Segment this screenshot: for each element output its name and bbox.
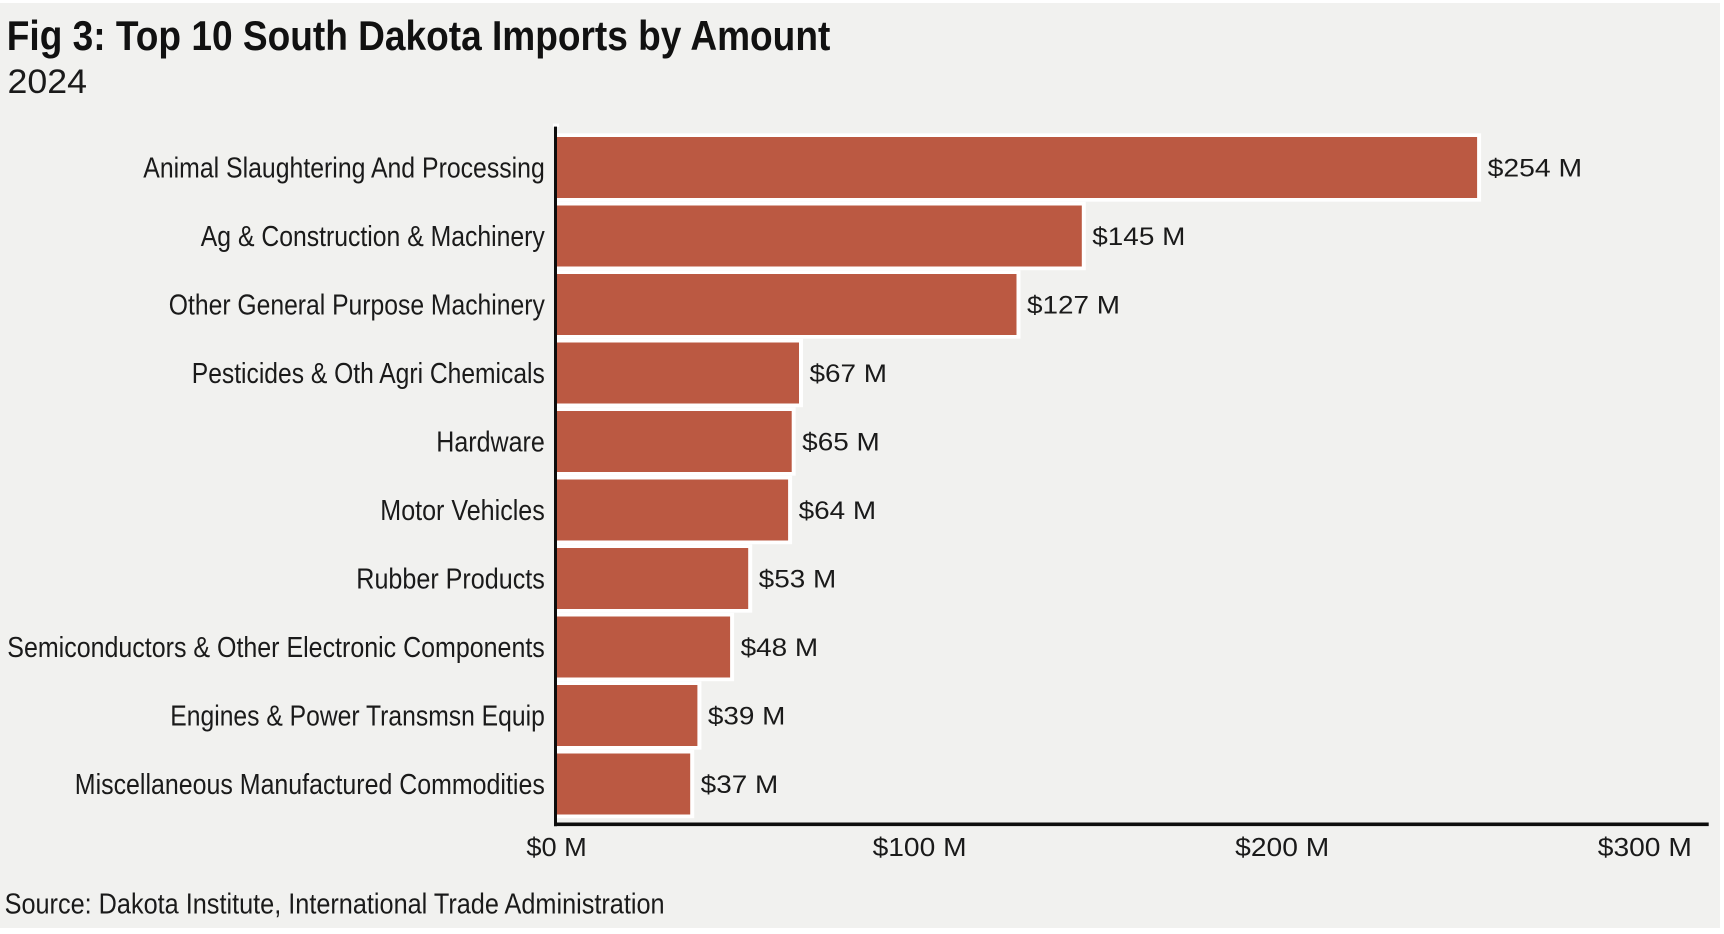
svg-text:Fig 3: Top 10 South Dakota Imp: Fig 3: Top 10 South Dakota Imports by Am… [7,12,831,59]
svg-text:$39 M: $39 M [708,703,786,731]
svg-text:$65 M: $65 M [802,429,880,457]
svg-text:$127 M: $127 M [1027,292,1120,320]
svg-text:$48 M: $48 M [741,634,819,662]
svg-text:$145 M: $145 M [1092,223,1185,251]
svg-text:$300 M: $300 M [1598,834,1692,862]
svg-text:$67 M: $67 M [810,360,888,388]
svg-text:$53 M: $53 M [759,566,837,594]
svg-text:Engines & Power Transmsn Equip: Engines & Power Transmsn Equip [170,700,545,732]
svg-text:$100 M: $100 M [873,834,967,862]
svg-text:Animal Slaughtering And Proces: Animal Slaughtering And Processing [143,152,545,184]
svg-text:Hardware: Hardware [436,426,545,458]
svg-text:Pesticides & Oth Agri Chemical: Pesticides & Oth Agri Chemicals [192,357,545,389]
svg-text:2024: 2024 [8,63,88,101]
svg-text:Motor Vehicles: Motor Vehicles [380,494,545,526]
svg-text:Miscellaneous Manufactured Com: Miscellaneous Manufactured Commodities [75,768,545,800]
svg-text:Rubber Products: Rubber Products [356,563,545,595]
svg-text:$64 M: $64 M [799,497,877,525]
svg-text:$0 M: $0 M [526,834,587,862]
svg-text:Semiconductors & Other Electro: Semiconductors & Other Electronic Compon… [7,631,545,663]
svg-text:Source: Dakota Institute, Inte: Source: Dakota Institute, International … [5,888,665,920]
svg-text:Ag & Construction & Machinery: Ag & Construction & Machinery [201,220,546,252]
svg-text:$37 M: $37 M [701,771,779,799]
svg-text:$254 M: $254 M [1488,155,1583,183]
svg-text:$200 M: $200 M [1235,834,1329,862]
svg-text:Other General Purpose Machiner: Other General Purpose Machinery [169,289,546,321]
